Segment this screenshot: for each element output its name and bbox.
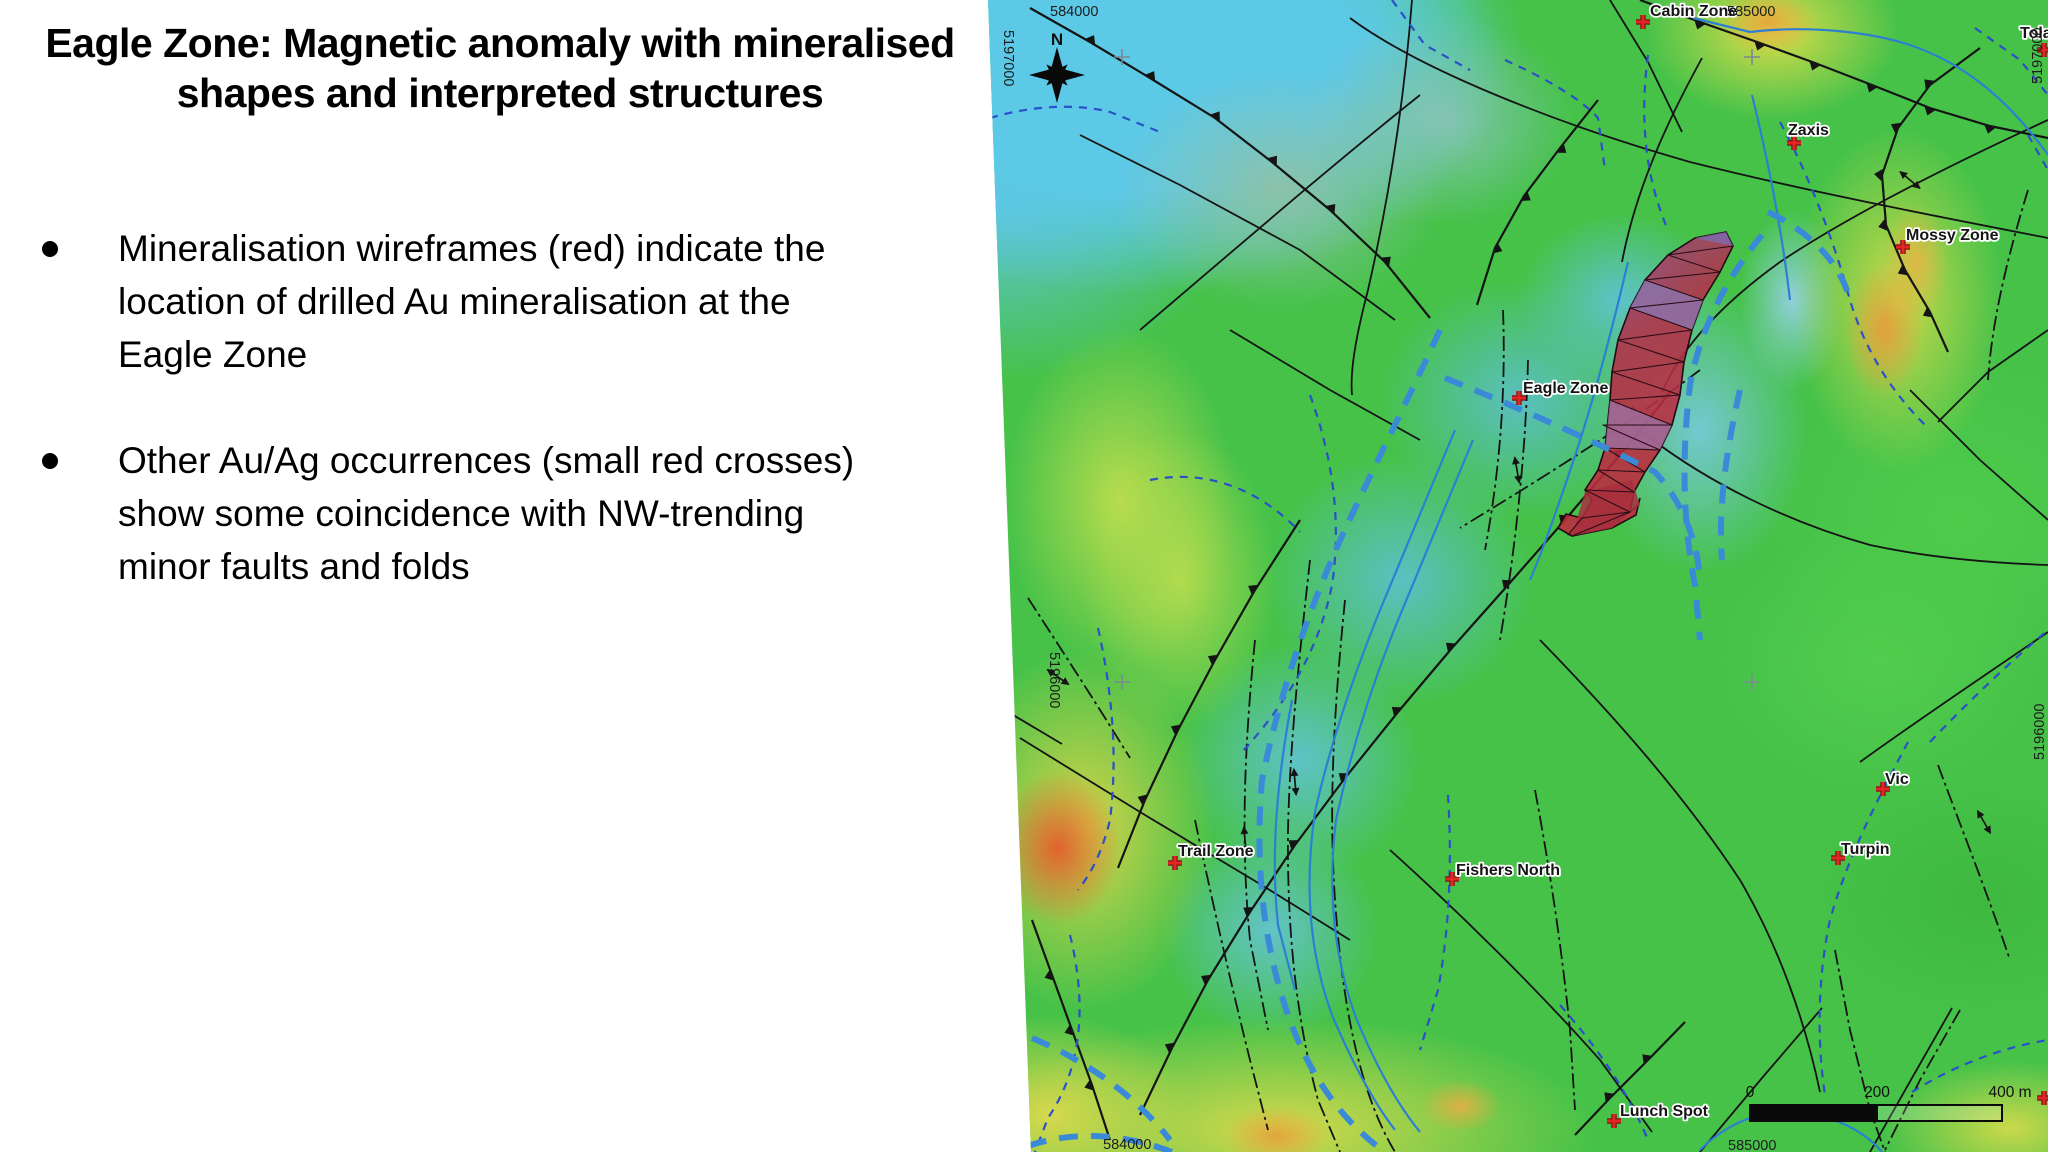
northing-label-right-top: 5197000 — [2030, 28, 2046, 84]
northing-label-right-mid: 5196000 — [2032, 704, 2048, 760]
magnetic-anomaly-map: Cabin Zone Tola Zaxis Mossy Zone Eagle Z… — [988, 0, 2048, 1152]
easting-label-bottom-left: 584000 — [1103, 1137, 1151, 1152]
bullet-item-2: Other Au/Ag occurrences (small red cross… — [42, 434, 978, 593]
occurrence-cross-eagle — [1512, 391, 1526, 405]
zone-label-lunch: Lunch Spot — [1620, 1103, 1709, 1120]
zone-label-zaxis: Zaxis — [1788, 122, 1829, 139]
occurrence-cross-right-edge — [2037, 1091, 2048, 1105]
grid-tick-crosses — [1114, 49, 1760, 690]
occurrence-cross-vic — [1876, 782, 1890, 796]
occurrence-cross-trail — [1168, 856, 1182, 870]
occurrence-cross-tola — [2037, 43, 2048, 57]
drainage-lines — [1273, 16, 2048, 1152]
slide-title: Eagle Zone: Magnetic anomaly with minera… — [0, 18, 1000, 118]
north-arrow: N — [1029, 30, 1085, 103]
fault-lines — [988, 0, 2048, 1152]
occurrence-cross-lunch — [1607, 1114, 1621, 1128]
zone-label-fishers: Fishers North — [1456, 862, 1560, 879]
slide-title-line2: shapes and interpreted structures — [176, 70, 824, 116]
contour-dashed-lines — [989, 0, 2048, 1152]
slide-text-column: Eagle Zone: Magnetic anomaly with minera… — [0, 0, 988, 1152]
au-ag-occurrence-crosses — [1168, 15, 2048, 1128]
occurrence-cross-turpin — [1831, 851, 1845, 865]
slide-title-line1: Eagle Zone: Magnetic anomaly with minera… — [45, 20, 955, 66]
occurrence-cross-cabin — [1636, 15, 1650, 29]
zone-label-cabin: Cabin Zone — [1650, 3, 1737, 20]
map-structural-overlay: Cabin Zone Tola Zaxis Mossy Zone Eagle Z… — [988, 0, 2048, 1152]
grid-coordinate-labels: 584000 585000 584000 585000 5197000 5196… — [1000, 4, 2048, 1152]
wireframe-mesh-lines — [1567, 245, 1734, 537]
scale-bar-mid-label: 200 — [1864, 1084, 1890, 1101]
scale-bar: 0 200 400 m — [1746, 1084, 2032, 1122]
northing-label-left-top: 5197000 — [1000, 30, 1016, 86]
mineralisation-wireframe — [1556, 231, 1734, 537]
zone-labels: Cabin Zone Tola Zaxis Mossy Zone Eagle Z… — [1176, 1, 2048, 1122]
scale-bar-end-label: 400 m — [1988, 1084, 2031, 1101]
occurrence-cross-zaxis — [1787, 136, 1801, 150]
easting-label-bottom-right: 585000 — [1728, 1138, 1776, 1152]
zone-label-turpin: Turpin — [1841, 841, 1890, 858]
zone-label-vic: Vic — [1885, 771, 1909, 788]
fold-axis-lines — [1027, 189, 2029, 1152]
zone-label-eagle: Eagle Zone — [1523, 380, 1608, 397]
zone-label-mossy: Mossy Zone — [1906, 227, 1999, 244]
northing-label-left-mid: 5196000 — [1046, 652, 1062, 708]
occurrence-cross-fishers — [1445, 872, 1459, 886]
scale-bar-filled-segment — [1749, 1104, 1878, 1122]
occurrence-cross-mossy — [1896, 240, 1910, 254]
easting-label-top-left: 584000 — [1050, 4, 1098, 20]
thrust-fault-lines — [1029, 0, 2048, 1141]
north-arrow-label: N — [1051, 30, 1063, 49]
scale-bar-zero-label: 0 — [1746, 1084, 1755, 1101]
bullet-dot — [42, 241, 58, 257]
bullet-dot — [42, 453, 58, 469]
zone-label-trail: Trail Zone — [1178, 843, 1254, 860]
thick-dashed-channels — [1027, 209, 1853, 1152]
easting-label-top-right: 585000 — [1727, 4, 1775, 20]
bullet-text-2: Other Au/Ag occurrences (small red cross… — [118, 440, 855, 587]
scale-bar-open-segment — [1876, 1104, 2003, 1122]
bullet-item-1: Mineralisation wireframes (red) indicate… — [42, 222, 978, 381]
fold-axis-arrows — [1046, 170, 1992, 854]
bullet-text-1: Mineralisation wireframes (red) indicate… — [118, 228, 826, 375]
zone-label-tola: Tola — [2020, 25, 2048, 42]
